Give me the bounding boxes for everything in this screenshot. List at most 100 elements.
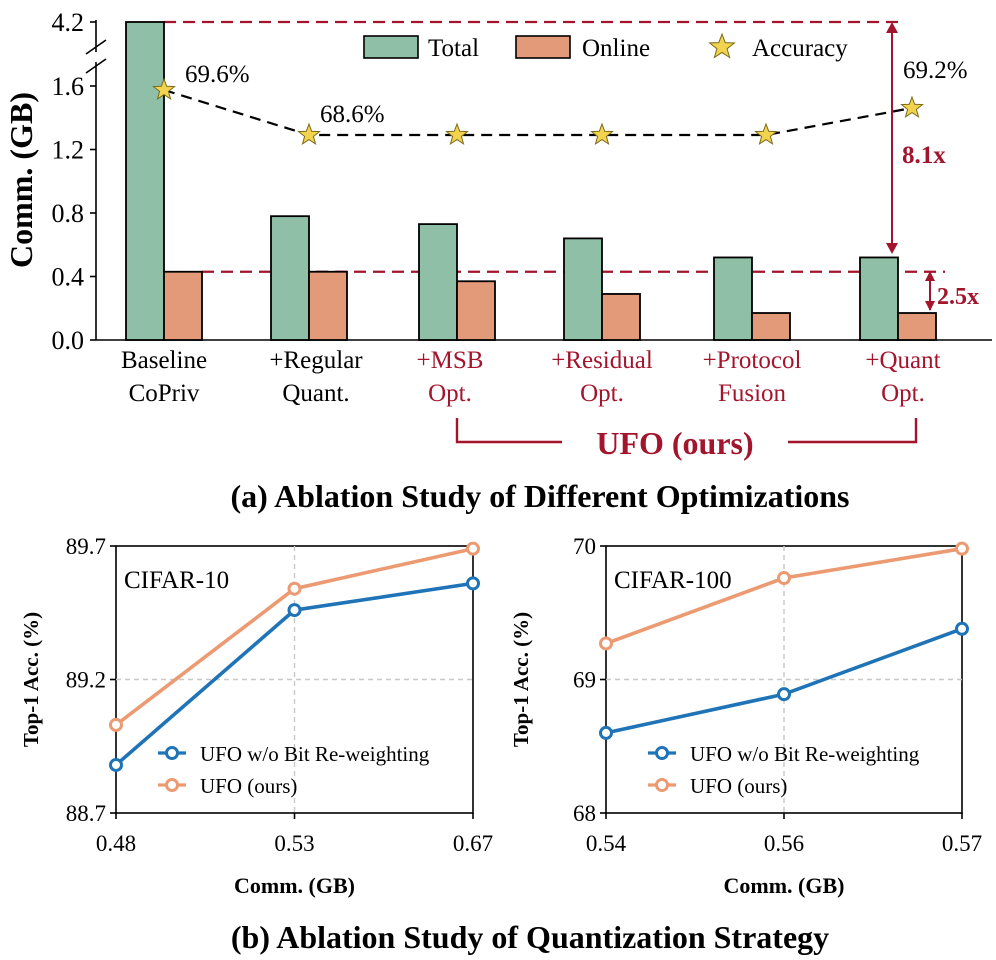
accuracy-star-icon — [754, 122, 778, 146]
x-tick-label: 0.67 — [453, 831, 493, 856]
x-tick-label: +Regular — [269, 347, 363, 374]
arrow-head-icon — [925, 271, 935, 281]
legend-label: UFO (ours) — [200, 774, 297, 798]
bar-online — [163, 270, 203, 341]
x-axis-label: Comm. (GB) — [234, 873, 355, 898]
dataset-label: CIFAR-10 — [124, 567, 229, 594]
bar-online — [751, 312, 791, 341]
bar-total — [859, 256, 899, 341]
arrow-head-icon — [886, 243, 898, 254]
x-tick-label: +Protocol — [703, 347, 802, 374]
accuracy-star-icon — [590, 122, 614, 146]
bar-total — [563, 237, 603, 341]
legend-swatch-total — [363, 35, 419, 59]
accuracy-label: 69.2% — [903, 57, 968, 84]
reduction-annotations: 8.1x 2.5x — [886, 22, 979, 311]
y-tick-label: 0.8 — [52, 199, 85, 228]
online-reduction-label: 2.5x — [937, 284, 979, 310]
x-tick-label: +Residual — [551, 347, 653, 374]
bar-total — [125, 21, 165, 341]
x-tick-label: 0.53 — [274, 831, 314, 856]
y-tick-label: 89.7 — [66, 534, 106, 559]
legend-label-accuracy: Accuracy — [752, 35, 848, 62]
caption-b: (b) Ablation Study of Quantization Strat… — [231, 919, 829, 955]
accuracy-star-icon — [297, 122, 321, 146]
series-point — [109, 757, 123, 772]
legend-label: UFO (ours) — [690, 774, 787, 798]
series-point — [287, 603, 302, 618]
series-point — [599, 636, 613, 651]
bar-total — [270, 215, 310, 341]
y-tick-label: 0.4 — [52, 263, 85, 292]
bar-total — [713, 256, 753, 341]
legend-star-icon — [708, 32, 736, 59]
axis-break-mark — [85, 39, 107, 55]
series-point — [777, 687, 791, 702]
line-chart-cifar100: 68 69 70 0.54 0.56 0.57 Comm. (GB) Top-1 Acc. (… — [509, 534, 982, 898]
series-point — [109, 717, 123, 732]
bar-online — [601, 293, 641, 341]
legend-swatch-online — [515, 35, 571, 59]
bar-chart-panel: 0.0 0.4 0.8 1.2 1.6 4.2 Comm. (GB) 69.6% 68.6%… — [3, 8, 992, 514]
x-tick-label: 0.48 — [96, 831, 136, 856]
legend-marker — [655, 746, 669, 760]
series-point — [287, 581, 302, 596]
accuracy-star-icon — [152, 77, 176, 101]
x-tick-label: 0.56 — [764, 831, 804, 856]
legend-marker — [165, 746, 179, 760]
x-tick-label: 0.54 — [586, 831, 627, 856]
bar-online — [308, 270, 348, 341]
y-tick-label: 1.6 — [52, 72, 85, 101]
legend-marker — [655, 778, 669, 792]
y-tick-label: 68 — [573, 801, 596, 826]
x-tick-label: Fusion — [718, 380, 787, 407]
legend-marker — [165, 778, 179, 792]
dataset-label: CIFAR-100 — [614, 567, 732, 594]
accuracy-star-icon — [900, 95, 924, 119]
y-axis-label: Top-1 Acc. (%) — [509, 612, 533, 747]
accuracy-label: 68.6% — [320, 101, 385, 128]
x-tick-label: Baseline — [121, 347, 207, 374]
legend-label-total: Total — [428, 35, 479, 62]
x-tick-label: Opt. — [881, 380, 925, 407]
y-tick-label: 4.2 — [52, 8, 85, 37]
series-point — [466, 576, 480, 591]
legend-label-online: Online — [582, 35, 650, 62]
group-label: UFO (ours) — [596, 425, 753, 461]
accuracy-line — [163, 88, 913, 137]
caption-a: (a) Ablation Study of Different Optimiza… — [231, 478, 850, 514]
legend-label: UFO w/o Bit Re-weighting — [690, 742, 920, 766]
accuracy-star-icon — [445, 122, 469, 146]
x-tick-label: +Quant — [865, 347, 940, 374]
x-axis-label: Comm. (GB) — [724, 873, 845, 898]
x-tick-label: +MSB — [417, 347, 484, 374]
series-point — [955, 541, 969, 556]
series-point — [777, 571, 791, 586]
arrow-head-icon — [925, 301, 935, 311]
legend: Total Online Accuracy — [363, 32, 848, 62]
arrow-head-icon — [886, 22, 898, 33]
total-reduction-label: 8.1x — [902, 142, 946, 169]
x-tick-label: CoPriv — [129, 380, 200, 407]
y-tick-label: 88.7 — [66, 801, 106, 826]
y-tick-label: 89.2 — [66, 668, 106, 693]
y-tick-label: 1.2 — [52, 136, 85, 165]
y-tick-label: 69 — [573, 668, 596, 693]
line-chart-cifar10: 88.7 89.2 89.7 0.48 0.53 0.67 Comm. (GB) Top-1 … — [19, 534, 493, 898]
series-point — [466, 541, 480, 556]
x-tick-label: Quant. — [282, 380, 349, 407]
x-tick-label: Opt. — [580, 380, 624, 407]
legend-label: UFO w/o Bit Re-weighting — [200, 742, 430, 766]
x-tick-label: Opt. — [428, 380, 472, 407]
bracket-left — [455, 418, 562, 444]
x-tick-label: 0.57 — [942, 831, 982, 856]
bar-online — [456, 280, 496, 341]
axis-break-mark — [85, 58, 107, 74]
series-point — [955, 621, 969, 636]
bar-online — [897, 312, 937, 341]
bar-total — [418, 223, 458, 341]
bracket-right — [788, 418, 918, 444]
y-axis-label: Comm. (GB) — [3, 92, 39, 268]
y-tick-label: 0.0 — [52, 326, 85, 355]
